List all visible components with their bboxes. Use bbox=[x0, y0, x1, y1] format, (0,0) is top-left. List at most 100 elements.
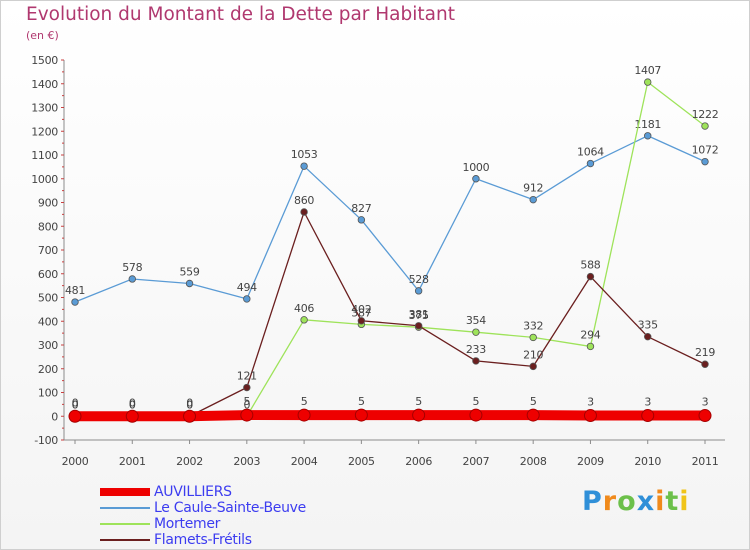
data-label: 5 bbox=[530, 395, 537, 408]
data-label: 233 bbox=[466, 343, 486, 356]
data-label: 0 bbox=[186, 398, 193, 411]
logo-letter: i bbox=[655, 486, 666, 517]
y-tick-label: 600 bbox=[38, 268, 58, 281]
legend-swatch bbox=[100, 523, 150, 525]
data-label: 5 bbox=[243, 395, 250, 408]
data-point bbox=[125, 409, 139, 423]
x-tick-label: 2011 bbox=[692, 455, 719, 468]
data-label: 375 bbox=[409, 309, 429, 322]
data-point bbox=[297, 408, 311, 422]
x-tick-label: 2007 bbox=[463, 455, 490, 468]
data-point bbox=[472, 328, 480, 336]
x-tick-label: 2004 bbox=[291, 455, 318, 468]
data-label: 381 bbox=[409, 308, 429, 321]
data-label: 1000 bbox=[463, 161, 490, 174]
proxiti-logo: Proxiti bbox=[582, 486, 690, 517]
legend-swatch bbox=[100, 539, 150, 541]
data-label: 3 bbox=[644, 396, 651, 409]
data-label: 827 bbox=[351, 202, 371, 215]
data-point bbox=[701, 360, 709, 368]
data-label: 402 bbox=[351, 303, 371, 316]
data-point bbox=[529, 195, 537, 204]
data-label: 1053 bbox=[291, 148, 318, 161]
data-label: 210 bbox=[523, 348, 543, 361]
data-label: 5 bbox=[415, 395, 422, 408]
data-point bbox=[698, 409, 712, 423]
x-tick-label: 2002 bbox=[176, 455, 203, 468]
y-tick-label: 1400 bbox=[31, 78, 58, 91]
data-label: 354 bbox=[466, 314, 486, 327]
data-point bbox=[472, 175, 480, 183]
data-label: 912 bbox=[523, 182, 543, 195]
data-point bbox=[583, 409, 597, 423]
data-label: 0 bbox=[129, 398, 136, 411]
data-label: 0 bbox=[243, 398, 250, 411]
data-point bbox=[71, 298, 79, 306]
legend-label: Flamets-Frétils bbox=[154, 532, 252, 548]
legend-swatch bbox=[100, 507, 150, 509]
data-point bbox=[586, 342, 595, 351]
y-tick-label: 200 bbox=[38, 363, 58, 376]
data-point bbox=[469, 408, 483, 422]
legend-label: AUVILLIERS bbox=[154, 484, 232, 500]
data-label: 578 bbox=[122, 261, 142, 274]
data-point bbox=[644, 132, 652, 140]
x-tick-label: 2008 bbox=[520, 455, 547, 468]
y-tick-label: 1100 bbox=[31, 149, 58, 162]
data-label: 528 bbox=[409, 273, 429, 286]
y-tick-label: 500 bbox=[38, 292, 58, 305]
data-label: 332 bbox=[523, 319, 543, 332]
data-point bbox=[357, 216, 366, 224]
data-point bbox=[414, 287, 423, 295]
y-tick-label: 1200 bbox=[31, 125, 58, 138]
data-point bbox=[644, 78, 652, 86]
data-label: 559 bbox=[179, 265, 199, 278]
data-point bbox=[412, 408, 426, 422]
y-tick-label: 0 bbox=[51, 410, 58, 423]
data-label: 0 bbox=[129, 396, 136, 409]
data-label: 860 bbox=[294, 194, 314, 207]
data-point bbox=[300, 316, 308, 324]
data-label: 3 bbox=[702, 396, 709, 409]
y-tick-label: 400 bbox=[38, 315, 58, 328]
data-label: 0 bbox=[186, 396, 193, 409]
data-point bbox=[243, 295, 251, 303]
data-point bbox=[586, 272, 595, 281]
y-tick-label: 1000 bbox=[31, 173, 58, 186]
data-label: 1222 bbox=[692, 108, 719, 121]
data-label: 387 bbox=[351, 306, 371, 319]
data-label: 0 bbox=[72, 396, 79, 409]
series-line-le-caule-sainte-beuve bbox=[74, 135, 706, 303]
data-label: 0 bbox=[72, 398, 79, 411]
data-point bbox=[300, 162, 308, 170]
data-label: 494 bbox=[237, 281, 257, 294]
data-label: 0 bbox=[129, 398, 136, 411]
y-tick-label: 300 bbox=[38, 339, 58, 352]
x-tick-label: 2006 bbox=[405, 455, 432, 468]
legend-label: Mortemer bbox=[154, 516, 221, 532]
legend-swatch bbox=[100, 488, 150, 496]
x-tick-label: 2000 bbox=[62, 455, 89, 468]
logo-letter: o bbox=[617, 486, 637, 517]
data-point bbox=[529, 333, 537, 342]
data-label: 219 bbox=[695, 346, 715, 359]
data-label: 5 bbox=[301, 395, 308, 408]
x-tick-label: 2001 bbox=[119, 455, 146, 468]
logo-letter: t bbox=[665, 486, 680, 517]
data-point bbox=[644, 332, 652, 341]
data-point bbox=[68, 409, 82, 423]
data-point bbox=[701, 122, 709, 130]
data-label: 5 bbox=[358, 395, 365, 408]
data-point bbox=[240, 408, 254, 422]
chart-subtitle: (en €) bbox=[26, 29, 59, 42]
logo-letter: x bbox=[636, 486, 656, 517]
x-tick-label: 2009 bbox=[577, 455, 604, 468]
data-point bbox=[586, 159, 595, 168]
data-point bbox=[354, 408, 368, 422]
data-label: 335 bbox=[638, 319, 658, 332]
y-tick-label: 100 bbox=[38, 387, 58, 400]
logo-letter: P bbox=[582, 486, 603, 517]
data-point bbox=[529, 362, 537, 371]
y-tick-label: 800 bbox=[38, 220, 58, 233]
legend-label: Le Caule-Sainte-Beuve bbox=[154, 500, 306, 516]
